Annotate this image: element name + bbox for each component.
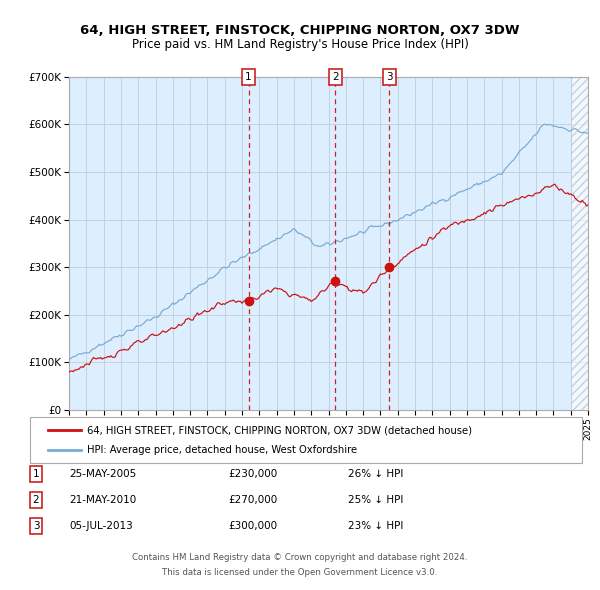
Text: This data is licensed under the Open Government Licence v3.0.: This data is licensed under the Open Gov… [163, 568, 437, 577]
Text: 26% ↓ HPI: 26% ↓ HPI [348, 470, 403, 479]
Text: 1: 1 [245, 72, 252, 81]
Text: 21-MAY-2010: 21-MAY-2010 [69, 496, 136, 505]
Text: 1: 1 [32, 470, 40, 479]
Text: HPI: Average price, detached house, West Oxfordshire: HPI: Average price, detached house, West… [87, 445, 357, 455]
Text: £270,000: £270,000 [228, 496, 277, 505]
Text: 3: 3 [32, 522, 40, 531]
Text: 64, HIGH STREET, FINSTOCK, CHIPPING NORTON, OX7 3DW (detached house): 64, HIGH STREET, FINSTOCK, CHIPPING NORT… [87, 425, 472, 435]
Text: £300,000: £300,000 [228, 522, 277, 531]
Text: 64, HIGH STREET, FINSTOCK, CHIPPING NORTON, OX7 3DW: 64, HIGH STREET, FINSTOCK, CHIPPING NORT… [80, 24, 520, 37]
Text: 05-JUL-2013: 05-JUL-2013 [69, 522, 133, 531]
Text: 3: 3 [386, 72, 392, 81]
Text: Contains HM Land Registry data © Crown copyright and database right 2024.: Contains HM Land Registry data © Crown c… [132, 553, 468, 562]
Text: 2: 2 [32, 496, 40, 505]
Text: 2: 2 [332, 72, 338, 81]
Text: 23% ↓ HPI: 23% ↓ HPI [348, 522, 403, 531]
Text: £230,000: £230,000 [228, 470, 277, 479]
Text: 25% ↓ HPI: 25% ↓ HPI [348, 496, 403, 505]
Text: 25-MAY-2005: 25-MAY-2005 [69, 470, 136, 479]
Text: Price paid vs. HM Land Registry's House Price Index (HPI): Price paid vs. HM Land Registry's House … [131, 38, 469, 51]
